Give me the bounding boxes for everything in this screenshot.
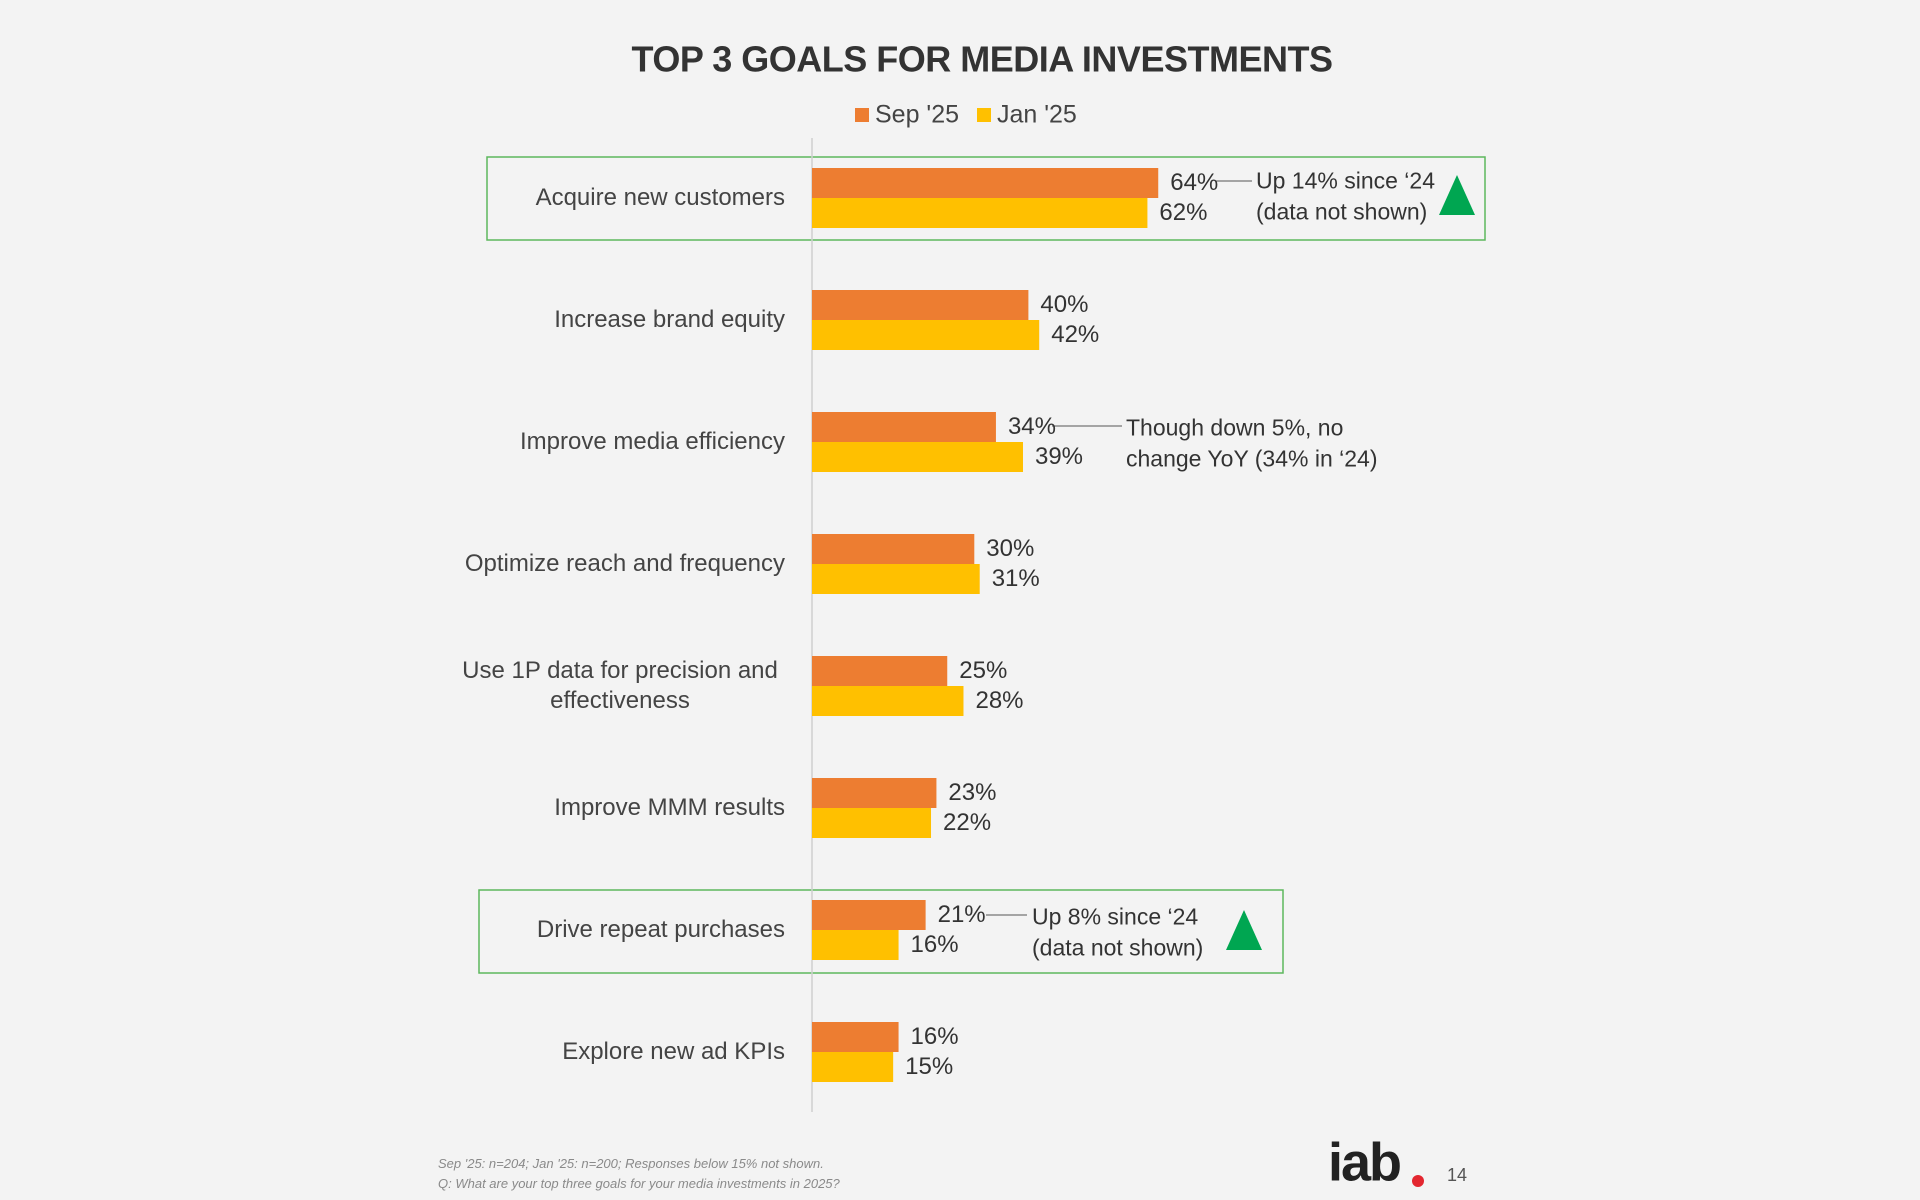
up-arrow [1439,175,1475,215]
value-label: 42% [1051,321,1100,348]
value-label: 40% [1040,291,1089,318]
footnote: Sep '25: n=204; Jan '25: n=200; Response… [438,1155,824,1171]
category-label: Explore new ad KPIs [562,1038,785,1065]
bar [812,564,980,594]
bar [812,168,1159,198]
value-label: 15% [905,1053,954,1080]
bar [812,412,996,442]
value-label: 64% [1170,169,1219,196]
page-number: 14 [1447,1164,1468,1185]
bar [812,320,1040,350]
logo-dot [1412,1175,1424,1187]
category-label: Increase brand equity [554,306,785,333]
category-label: Optimize reach and frequency [464,550,785,577]
bar [812,198,1148,228]
category-label: Acquire new customers [535,184,785,211]
value-label: 16% [910,1023,959,1050]
value-label: 30% [986,535,1035,562]
legend-swatch [977,108,991,122]
category-label: Use 1P data for precision and effectiven… [462,657,778,714]
bar [812,442,1023,472]
value-label: 23% [948,779,997,806]
value-label: 31% [991,565,1040,592]
value-label: 62% [1159,199,1208,226]
value-label: 21% [937,901,986,928]
value-label: 22% [943,809,992,836]
value-label: 34% [1007,413,1056,440]
chart-title: TOP 3 GOALS FOR MEDIA INVESTMENTS [631,38,1333,80]
bar [812,686,964,716]
value-label: 39% [1034,443,1084,470]
footnote: Q: What are your top three goals for you… [438,1175,840,1191]
up-arrow [1226,910,1262,950]
category-label: Improve media efficiency [519,428,785,455]
annotation: Up 14% since ‘24 [1256,167,1435,194]
legend-label: Sep '25 [875,100,960,129]
annotation: Up 8% since ‘24 [1032,903,1199,930]
annotation: change YoY (34% in ‘24) [1126,445,1378,472]
legend-label: Jan '25 [997,100,1077,129]
bar [812,1022,899,1052]
legend-swatch [855,108,869,122]
highlight-box [486,156,1486,241]
logo: iab [1328,1132,1402,1193]
bar [812,290,1029,320]
category-label: Drive repeat purchases [536,916,785,943]
value-label: 28% [975,687,1024,714]
bar [812,656,948,686]
bar [812,1052,894,1082]
value-label: 25% [959,657,1008,684]
bar [812,930,899,960]
annotation: (data not shown) [1032,934,1204,961]
annotation: Though down 5%, no [1126,414,1344,441]
annotation: (data not shown) [1256,198,1428,225]
highlight-box [478,889,1284,974]
bar [812,808,932,838]
value-label: 16% [910,931,959,958]
bar [812,534,975,564]
bar [812,778,937,808]
bar [812,900,926,930]
category-label: Improve MMM results [554,794,785,821]
